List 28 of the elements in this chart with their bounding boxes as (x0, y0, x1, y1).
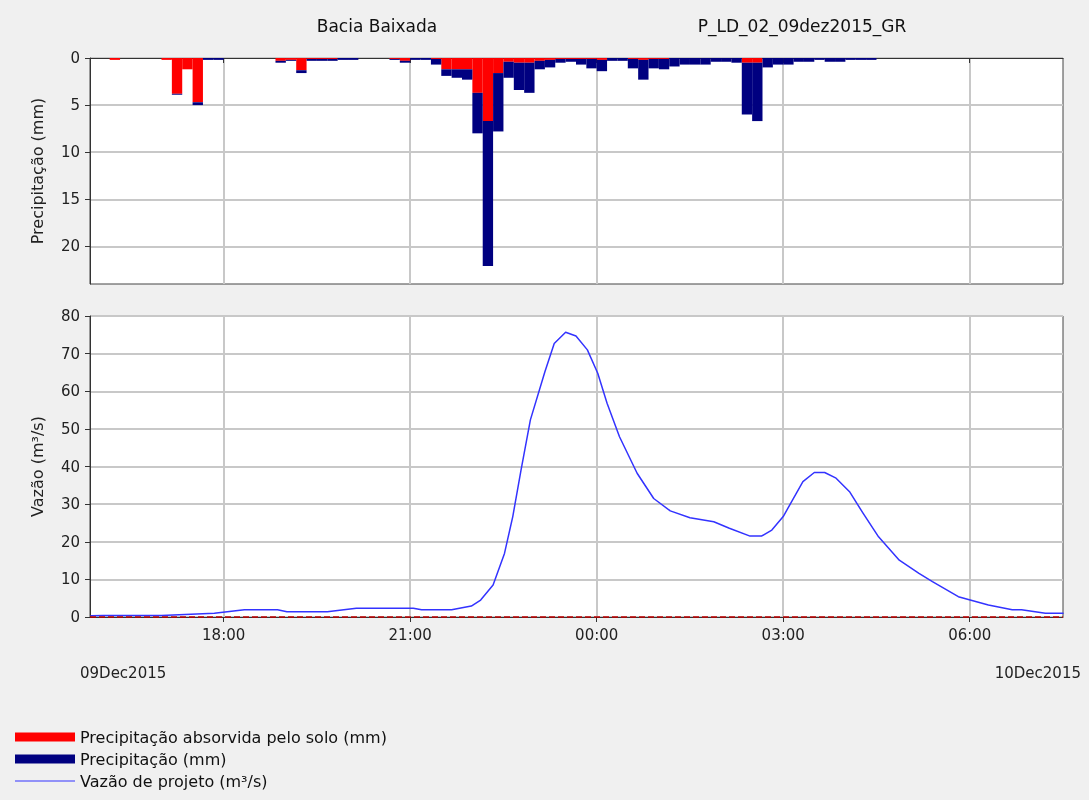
y-tick-label: 0 (70, 608, 80, 626)
y-tick-label: 10 (60, 570, 80, 589)
text: 09Dec2015 (80, 663, 167, 682)
y-tick-label: 80 (60, 307, 80, 325)
y-axis-title: Precipitação (mm) (27, 97, 47, 245)
text: 10Dec2015 (994, 663, 1082, 682)
y-tick-label: 60 (60, 382, 80, 401)
chart-subtitle: P_LD_02_09dez2015_GR (697, 15, 907, 37)
chart-title: Bacia Baixada (316, 15, 438, 36)
y-tick-label: 20 (60, 237, 80, 256)
y-tick-label: 30 (60, 495, 80, 514)
legend-label: Precipitação (mm) (80, 749, 227, 769)
y-tick-label: 50 (60, 419, 80, 438)
y-tick-label: 0 (70, 49, 80, 67)
legend-label: Vazão de projeto (m³/s) (80, 771, 268, 791)
y-tick-label: 5 (70, 96, 80, 115)
y-tick-label: 70 (60, 344, 80, 363)
y-axis-title: Vazão (m³/s) (27, 416, 47, 517)
legend-label: Precipitação absorvida pelo solo (mm) (80, 727, 387, 747)
x-tick-label: 06:00 (948, 625, 992, 644)
x-tick-label: 03:00 (761, 625, 805, 644)
x-tick-label: 21:00 (388, 625, 432, 644)
y-tick-label: 20 (60, 532, 80, 551)
y-tick-label: 15 (60, 190, 80, 209)
y-tick-label: 10 (60, 143, 80, 162)
x-tick-label: 18:00 (202, 625, 246, 644)
x-tick-label: 00:00 (575, 625, 619, 644)
y-tick-label: 40 (60, 457, 80, 476)
